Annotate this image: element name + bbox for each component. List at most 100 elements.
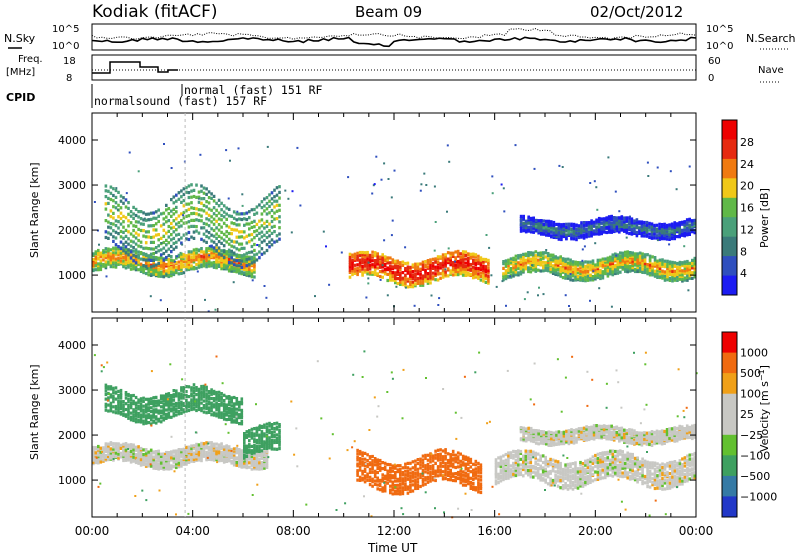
heatmap-cell: [152, 258, 155, 262]
heatmap-cell: [648, 235, 651, 239]
heatmap-cell: [604, 260, 607, 264]
heatmap-cell: [577, 229, 581, 233]
heatmap-cell: [117, 232, 120, 236]
heatmap-cell: [668, 235, 671, 239]
heatmap-cell: [580, 227, 583, 231]
heatmap-cell: [127, 263, 130, 267]
heatmap-cell: [248, 465, 251, 469]
heatmap-cell: [643, 230, 646, 234]
heatmap-cell: [406, 472, 410, 476]
heatmap-cell: [238, 223, 241, 227]
heatmap-cell: [225, 451, 228, 455]
heatmap-cell: [681, 261, 684, 265]
heatmap-cell: [263, 464, 266, 468]
colorbar-frame: [721, 119, 738, 296]
heatmap-cell: [633, 255, 637, 259]
heatmap-cell: [574, 260, 577, 264]
heatmap-cell: [363, 457, 367, 461]
heatmap-cell: [255, 433, 259, 437]
heatmap-cell: [92, 252, 95, 256]
heatmap-cell: [581, 261, 585, 265]
heatmap-cell: [195, 247, 198, 251]
heatmap-cell: [232, 268, 236, 272]
heatmap-cell: [628, 264, 632, 268]
heatmap-cell: [132, 445, 135, 449]
heatmap-cell: [472, 471, 475, 475]
heatmap-cell: [474, 269, 478, 273]
heatmap-cell: [112, 442, 115, 446]
heatmap-cell: [200, 459, 203, 463]
heatmap-cell: [356, 270, 359, 274]
heatmap-cell: [220, 201, 223, 205]
heatmap-cell: [255, 258, 259, 262]
heatmap-cell: [258, 444, 261, 448]
heatmap-cell: [446, 274, 450, 278]
heatmap-cell: [227, 453, 231, 457]
heatmap-cell: [687, 289, 690, 292]
heatmap-cell: [255, 426, 259, 430]
heatmap-cell: [104, 207, 108, 211]
heatmap-cell: [561, 270, 565, 274]
heatmap-cell: [406, 270, 410, 274]
heatmap-cell: [391, 261, 395, 265]
heatmap-cell: [222, 445, 226, 449]
heatmap-cell: [371, 470, 374, 474]
heatmap-cell: [438, 297, 441, 300]
heatmap-cell: [585, 223, 588, 227]
heatmap-cell: [114, 201, 118, 205]
heatmap-cell: [238, 212, 241, 216]
heatmap-cell: [619, 270, 622, 274]
heatmap-cell: [205, 394, 208, 398]
heatmap-cell: [464, 270, 468, 274]
heatmap-cell: [538, 286, 540, 289]
heatmap-cell: [693, 259, 697, 263]
heatmap-cell: [122, 442, 125, 446]
heatmap-cell: [514, 267, 518, 271]
heatmap-cell: [172, 219, 176, 223]
heatmap-cell: [615, 221, 619, 225]
heatmap-cell: [426, 458, 430, 462]
heatmap-cell: [441, 261, 445, 265]
heatmap-cell: [210, 239, 213, 243]
heatmap-cell: [165, 395, 168, 400]
heatmap-cell: [477, 490, 480, 494]
heatmap-cell: [162, 394, 166, 398]
heatmap-cell: [584, 274, 587, 279]
heatmap-cell: [366, 260, 369, 264]
heatmap-cell: [396, 267, 400, 271]
heatmap-cell: [212, 206, 216, 210]
heatmap-cell: [545, 219, 548, 223]
heatmap-cell: [182, 233, 186, 237]
heatmap-cell: [509, 257, 513, 261]
heatmap-cell: [571, 267, 575, 271]
heatmap-cell: [235, 228, 239, 232]
heatmap-cell: [472, 474, 475, 478]
heatmap-cell: [240, 256, 244, 260]
heatmap-cell: [180, 408, 183, 412]
heatmap-cell: [147, 463, 150, 467]
heatmap-cell: [562, 226, 566, 230]
heatmap-cell: [147, 263, 150, 268]
heatmap-cell: [477, 481, 480, 485]
heatmap-cell: [424, 470, 427, 474]
heatmap-cell: [474, 459, 478, 463]
heatmap-cell: [394, 276, 397, 280]
heatmap-cell: [192, 206, 196, 210]
heatmap-cell: [373, 259, 377, 263]
heatmap-cell: [215, 259, 218, 263]
heatmap-cell: [258, 467, 261, 471]
heatmap-cell: [227, 254, 231, 258]
heatmap-cell: [358, 449, 362, 454]
heatmap-cell: [185, 454, 188, 458]
heatmap-cell: [248, 443, 251, 447]
heatmap-cell: [205, 229, 208, 233]
heatmap-cell: [577, 235, 581, 240]
heatmap-cell: [431, 264, 435, 268]
heatmap-cell: [253, 453, 256, 457]
heatmap-cell: [190, 255, 193, 259]
heatmap-cell: [107, 260, 110, 264]
heatmap-cell: [661, 258, 664, 262]
heatmap-cell: [638, 220, 641, 224]
heatmap-cell: [265, 248, 269, 253]
heatmap-cell: [347, 176, 350, 179]
